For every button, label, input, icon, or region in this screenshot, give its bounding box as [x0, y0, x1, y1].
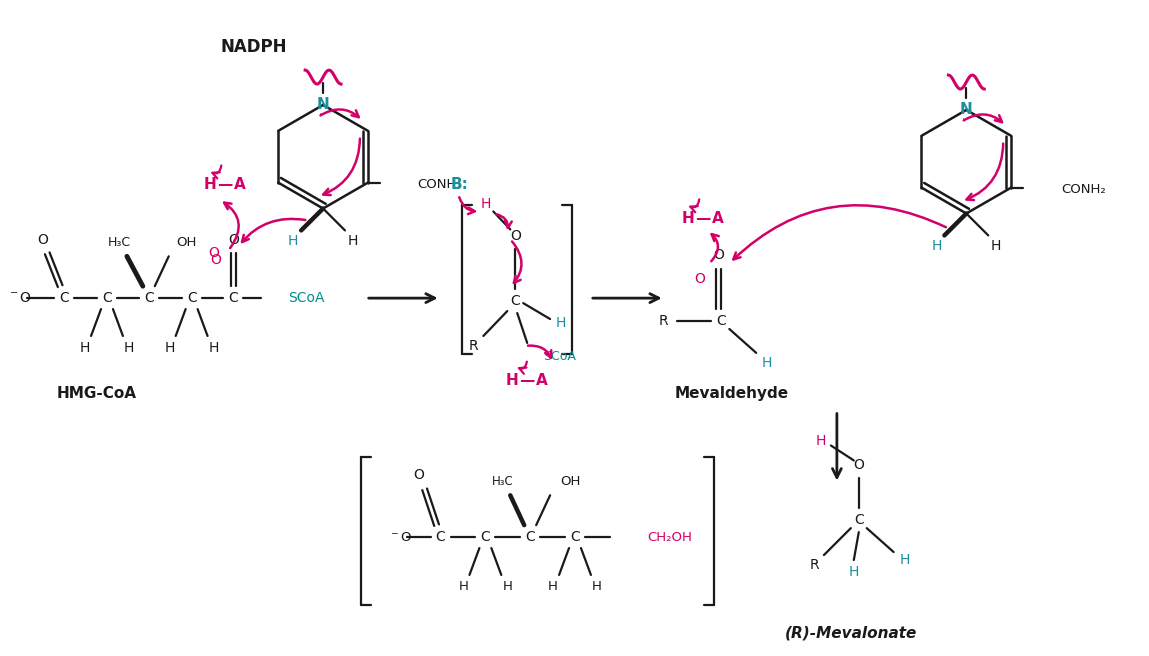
Text: CONH₂: CONH₂ [418, 178, 462, 191]
Text: O: O [694, 272, 704, 286]
Text: O: O [210, 253, 221, 267]
Text: OH: OH [560, 475, 580, 488]
Text: C: C [717, 314, 726, 328]
Text: OH: OH [177, 236, 198, 249]
Text: H: H [849, 565, 859, 579]
Text: SCoA: SCoA [543, 350, 576, 363]
Text: ..: .. [963, 111, 969, 121]
Text: O: O [208, 246, 219, 260]
Text: H: H [203, 177, 216, 192]
Text: C: C [229, 291, 238, 305]
Text: A: A [537, 373, 548, 388]
Text: O: O [414, 468, 424, 482]
Text: H: H [992, 239, 1002, 253]
Text: H: H [681, 211, 694, 226]
Text: R: R [469, 339, 478, 353]
Text: H: H [124, 341, 134, 355]
Text: HMG-CoA: HMG-CoA [57, 386, 137, 401]
Text: C: C [435, 530, 446, 544]
Text: H₃C: H₃C [492, 475, 514, 488]
Text: A: A [233, 177, 245, 192]
Text: H: H [348, 234, 358, 249]
Text: C: C [60, 291, 69, 305]
Text: C: C [510, 294, 520, 308]
Text: H: H [816, 434, 826, 447]
Text: H: H [80, 341, 91, 355]
Text: —: — [695, 211, 710, 226]
Text: H: H [900, 553, 910, 567]
Text: H: H [506, 373, 518, 388]
Text: R: R [658, 314, 669, 328]
Text: H: H [502, 581, 512, 594]
Text: H: H [458, 581, 469, 594]
Text: O: O [510, 230, 520, 243]
Text: C: C [570, 530, 580, 544]
Text: C: C [102, 291, 111, 305]
Text: N: N [959, 102, 973, 117]
Text: H: H [164, 341, 175, 355]
Text: Mevaldehyde: Mevaldehyde [674, 386, 788, 401]
Text: CH₂OH: CH₂OH [648, 531, 693, 544]
Text: O: O [228, 234, 239, 247]
Text: NADPH: NADPH [221, 38, 286, 56]
Text: R: R [809, 558, 819, 572]
Text: H: H [208, 341, 218, 355]
Text: H: H [932, 239, 942, 253]
Text: ..: .. [319, 106, 325, 116]
Text: O: O [712, 249, 724, 262]
Text: C: C [144, 291, 154, 305]
Text: C: C [525, 530, 535, 544]
Text: H₃C: H₃C [107, 236, 131, 249]
Text: H: H [592, 581, 602, 594]
Text: H: H [762, 356, 772, 370]
Text: C: C [480, 530, 491, 544]
Text: —: — [519, 373, 535, 388]
Text: C: C [187, 291, 196, 305]
Text: O: O [37, 234, 48, 247]
Text: H: H [556, 316, 566, 330]
Text: (R)-Mevalonate: (R)-Mevalonate [785, 625, 917, 640]
Text: H: H [548, 581, 558, 594]
Text: $^-$O: $^-$O [7, 291, 32, 305]
Text: H: H [288, 234, 299, 249]
Text: CONH₂: CONH₂ [1061, 183, 1105, 196]
Text: C: C [854, 513, 864, 527]
Text: $^-$O: $^-$O [388, 531, 412, 544]
Text: H: H [480, 197, 491, 211]
Text: A: A [711, 211, 723, 226]
Text: N: N [317, 98, 330, 112]
Text: B:: B: [450, 177, 469, 192]
Text: SCoA: SCoA [288, 291, 325, 305]
Text: —: — [217, 177, 232, 192]
Text: O: O [854, 459, 864, 472]
